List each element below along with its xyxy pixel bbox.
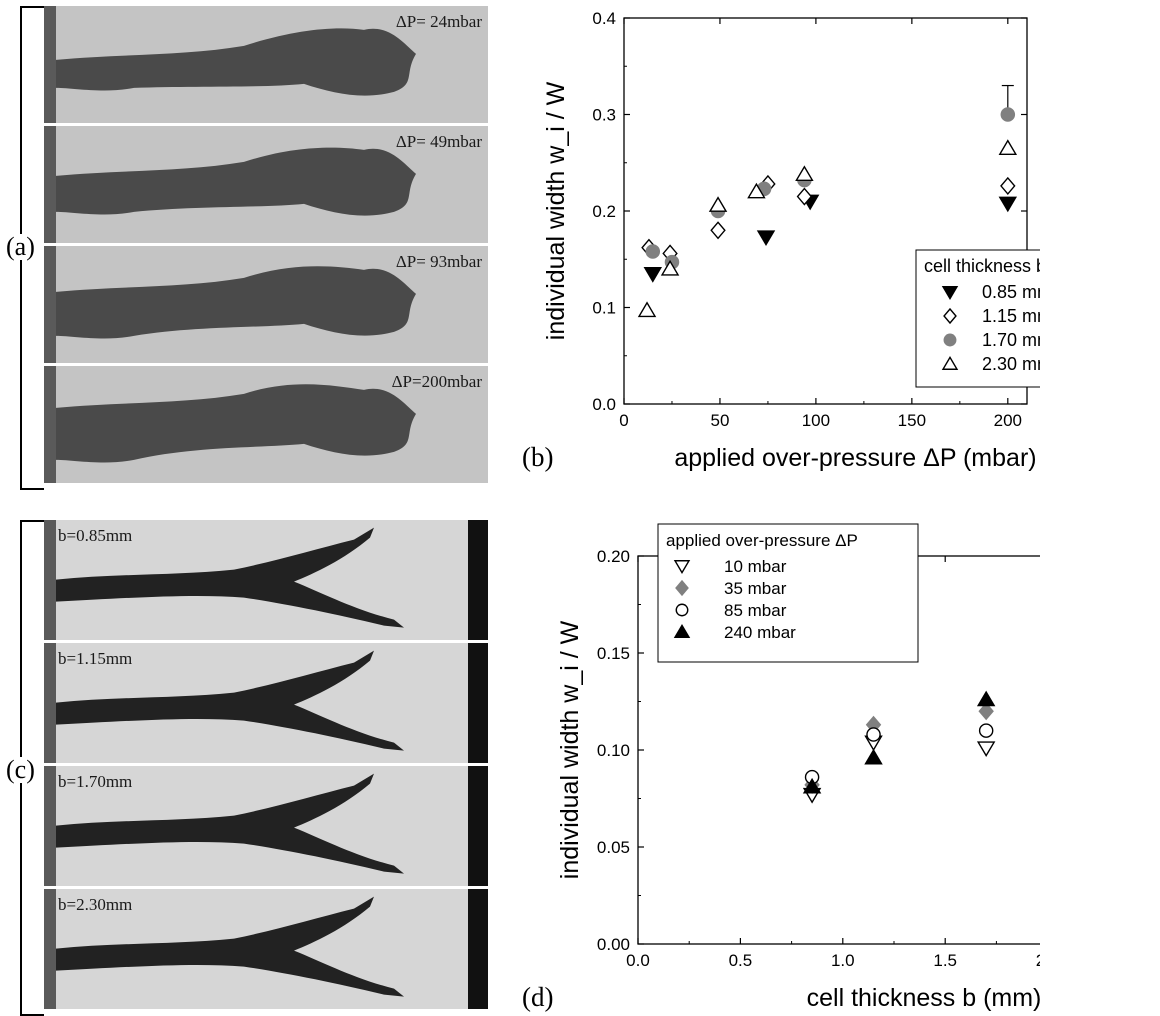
y-axis-label: individual width w_i / W [542, 81, 570, 340]
photo-label: ΔP=200mbar [392, 372, 482, 392]
x-tick-label: 1.0 [831, 951, 855, 970]
chart-d: 0.00.51.01.52.02.50.000.050.100.150.20ce… [500, 516, 1040, 1016]
photo-label: b=2.30mm [58, 895, 132, 915]
data-point [1000, 141, 1016, 155]
y-tick-label: 0.15 [597, 644, 630, 663]
panel-a-photos: ΔP= 24mbar ΔP= 49mbar ΔP= 93mbar ΔP=200mbar [44, 6, 488, 486]
x-axis-label: applied over-pressure ΔP (mbar) [674, 444, 1036, 472]
photo-label: b=1.15mm [58, 649, 132, 669]
data-point [676, 604, 687, 615]
data-point [796, 167, 812, 181]
panel-letter: (b) [522, 442, 553, 472]
photo-label: ΔP= 49mbar [396, 132, 482, 152]
legend-entry: 2.30 mm [982, 354, 1040, 374]
y-tick-label: 0.4 [592, 9, 616, 28]
y-tick-label: 0.05 [597, 838, 630, 857]
data-point [710, 198, 726, 212]
x-tick-label: 50 [710, 411, 729, 430]
legend-title: applied over-pressure ΔP [666, 531, 858, 550]
photo-label: ΔP= 93mbar [396, 252, 482, 272]
panel-letter: (d) [522, 982, 553, 1012]
x-tick-label: 0.5 [729, 951, 753, 970]
data-point [645, 268, 661, 282]
x-axis-label: cell thickness b (mm) [807, 984, 1040, 1012]
x-tick-label: 150 [898, 411, 926, 430]
chart-b: 0 50 100 150 200 0.0 0.1 0.2 0.3 0.4 applied over-… [500, 0, 1040, 500]
legend-entry: 0.85 mm [982, 282, 1040, 302]
data-point [1001, 108, 1014, 121]
photo-strip: ΔP= 49mbar [44, 126, 488, 246]
y-tick-label: 0.00 [597, 935, 630, 954]
panel-a-letter: (a) [6, 234, 35, 260]
y-tick-label: 0.2 [592, 202, 616, 221]
y-tick-label: 0.10 [597, 741, 630, 760]
data-point [978, 742, 994, 756]
data-point [980, 724, 993, 737]
y-tick-label: 0.1 [592, 299, 616, 318]
x-tick-label: 0 [619, 411, 628, 430]
x-tick-label: 100 [802, 411, 830, 430]
data-point [711, 222, 725, 238]
y-tick-label: 0.0 [592, 395, 616, 414]
legend-entry: 35 mbar [724, 579, 787, 598]
data-point [866, 750, 882, 764]
photo-label: ΔP= 24mbar [396, 12, 482, 32]
data-point [1000, 197, 1016, 211]
photo-strip: b=1.15mm [44, 643, 488, 766]
photo-strip: b=0.85mm [44, 520, 488, 643]
legend-title: cell thickness b [924, 256, 1040, 276]
photo-label: b=1.70mm [58, 772, 132, 792]
photo-strip: b=2.30mm [44, 889, 488, 1012]
legend-entry: 85 mbar [724, 601, 787, 620]
photo-label: b=0.85mm [58, 526, 132, 546]
panel-c-letter: (c) [6, 757, 35, 783]
x-tick-label: 2.0 [1036, 951, 1040, 970]
y-axis-label: individual width w_i / W [556, 620, 584, 879]
data-point [639, 303, 655, 317]
legend-entry: 1.15 mm [982, 306, 1040, 326]
photo-strip: ΔP= 93mbar [44, 246, 488, 366]
x-tick-label: 200 [994, 411, 1022, 430]
data-point [978, 692, 994, 706]
photo-strip: b=1.70mm [44, 766, 488, 889]
data-point [646, 245, 659, 258]
legend-entry: 10 mbar [724, 557, 787, 576]
data-point [1001, 178, 1015, 194]
panel-c-photos: b=0.85mm b=1.15mm b=1.70mm b=2.30mm [44, 520, 488, 1012]
photo-strip: ΔP= 24mbar [44, 6, 488, 126]
photo-strip: ΔP=200mbar [44, 366, 488, 486]
data-point [944, 334, 955, 345]
y-tick-label: 0.3 [592, 106, 616, 125]
x-tick-label: 1.5 [933, 951, 957, 970]
data-point [758, 231, 774, 245]
legend-entry: 240 mbar [724, 623, 796, 642]
data-point [867, 728, 880, 741]
legend-entry: 1.70 mm [982, 330, 1040, 350]
y-tick-label: 0.20 [597, 547, 630, 566]
